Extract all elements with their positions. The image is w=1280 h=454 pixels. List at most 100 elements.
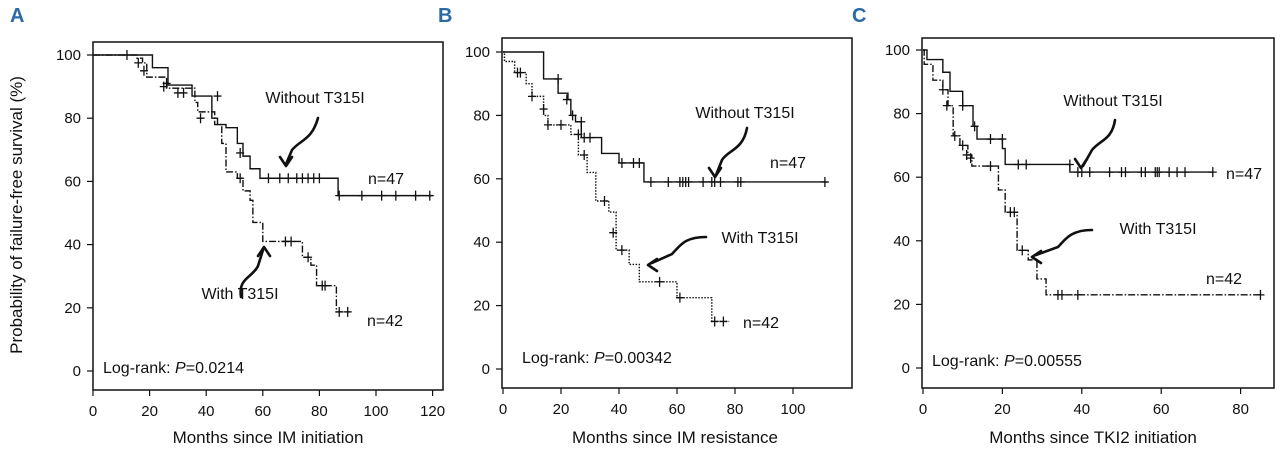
y-tick-label: 40 <box>473 234 490 251</box>
censor-mark <box>1208 167 1217 178</box>
arrowhead-icon <box>1073 157 1089 170</box>
censor-mark <box>958 140 967 151</box>
y-tick-label: 20 <box>893 296 910 313</box>
n-label-without: n=47 <box>1226 166 1262 183</box>
censor-mark <box>516 67 525 78</box>
label-without-t315i: Without T315I <box>265 90 364 107</box>
censor-mark <box>577 116 586 127</box>
x-axis-title: Months since IM resistance <box>572 428 778 447</box>
y-tick-label: 20 <box>64 300 81 317</box>
censor-mark <box>528 91 536 102</box>
x-tick-label: 60 <box>254 403 271 420</box>
censor-mark <box>287 236 296 247</box>
plot-frame <box>501 37 853 389</box>
arrowhead-icon <box>707 166 723 179</box>
x-tick-label: 0 <box>919 401 927 418</box>
censor-mark <box>950 130 959 141</box>
n-label-with: n=42 <box>743 315 779 332</box>
censor-mark <box>664 176 673 187</box>
y-tick-label: 100 <box>885 42 910 59</box>
n-label-with: n=42 <box>367 313 403 330</box>
arrow-icon <box>714 126 749 177</box>
censor-mark <box>580 150 589 161</box>
censor-mark <box>600 195 609 206</box>
censor-mark <box>820 176 829 187</box>
survival-curve-without-t315i <box>93 54 433 197</box>
censor-mark <box>236 147 245 158</box>
panel-letter: B <box>438 5 452 27</box>
censor-mark <box>343 306 352 317</box>
arrow-icon <box>1081 118 1117 168</box>
x-tick-label: 60 <box>1153 401 1170 418</box>
censor-mark <box>557 119 565 130</box>
censor-mark <box>315 173 324 184</box>
n-label-without: n=47 <box>368 171 404 188</box>
x-tick-label: 60 <box>669 401 686 418</box>
log-rank-annotation: Log-rank: P=0.00342 <box>522 350 672 367</box>
x-tick-label: 40 <box>198 403 215 420</box>
censor-mark <box>586 132 594 143</box>
censor-mark <box>986 134 995 145</box>
censor-mark <box>554 73 563 84</box>
label-without-t315i: Without T315I <box>1063 93 1162 110</box>
x-tick-label: 80 <box>311 403 328 420</box>
x-tick-label: 40 <box>611 401 628 418</box>
censor-mark <box>284 173 293 184</box>
x-tick-label: 120 <box>420 403 445 420</box>
censor-mark <box>1165 167 1174 178</box>
censor-mark <box>710 316 719 327</box>
censor-mark <box>1073 289 1082 300</box>
censor-mark <box>304 252 313 263</box>
censor-mark <box>543 119 552 130</box>
y-tick-label: 60 <box>893 169 910 186</box>
y-tick-label: 40 <box>893 233 910 250</box>
y-tick-label: 80 <box>473 107 490 124</box>
censor-mark <box>335 306 344 317</box>
label-without-t315i: Without T315I <box>695 105 794 122</box>
censor-mark <box>655 276 664 287</box>
censor-mark <box>1155 167 1164 178</box>
x-tick-label: 80 <box>727 401 744 418</box>
censor-mark <box>425 190 434 201</box>
plot-frame <box>921 37 1275 389</box>
log-rank-annotation: Log-rank: P=0.00555 <box>932 353 1082 370</box>
x-tick-label: 20 <box>553 401 570 418</box>
panel-c: C 0 20 40 60 80 0 20 40 60 80 100 Months since TKI2 … <box>852 5 1275 447</box>
arrow-icon <box>239 248 265 299</box>
x-tick-label: 0 <box>499 401 507 418</box>
x-tick-label: 0 <box>89 403 97 420</box>
censor-mark <box>1181 167 1190 178</box>
plot-frame <box>92 41 444 391</box>
x-tick-label: 20 <box>141 403 158 420</box>
arrow-icon <box>650 235 708 265</box>
censor-mark <box>196 113 205 124</box>
censor-mark <box>958 100 967 111</box>
censor-mark <box>411 190 420 201</box>
y-tick-label: 40 <box>64 237 81 254</box>
n-label-without: n=47 <box>770 155 806 172</box>
censor-mark <box>539 104 548 115</box>
censor-mark <box>986 161 995 172</box>
censor-mark <box>562 94 571 105</box>
censor-mark <box>134 57 143 68</box>
censor-mark <box>998 134 1007 145</box>
censor-mark <box>1065 159 1074 170</box>
censor-mark <box>159 81 168 92</box>
y-tick-label: 80 <box>64 110 81 127</box>
censor-mark <box>1018 245 1027 256</box>
x-axis-title: Months since IM initiation <box>173 428 364 447</box>
censor-mark <box>675 292 684 303</box>
x-tick-label: 20 <box>994 401 1011 418</box>
censor-mark <box>736 176 745 187</box>
censor-mark <box>699 176 708 187</box>
censor-mark <box>1256 289 1265 300</box>
arrowhead-icon <box>278 155 294 168</box>
censor-mark <box>719 316 728 327</box>
censor-mark <box>1010 207 1019 218</box>
censor-mark <box>716 176 725 187</box>
censor-mark <box>1022 159 1031 170</box>
n-label-with: n=42 <box>1206 271 1242 288</box>
arrowhead-icon <box>1030 249 1043 265</box>
y-tick-label: 80 <box>893 106 910 123</box>
